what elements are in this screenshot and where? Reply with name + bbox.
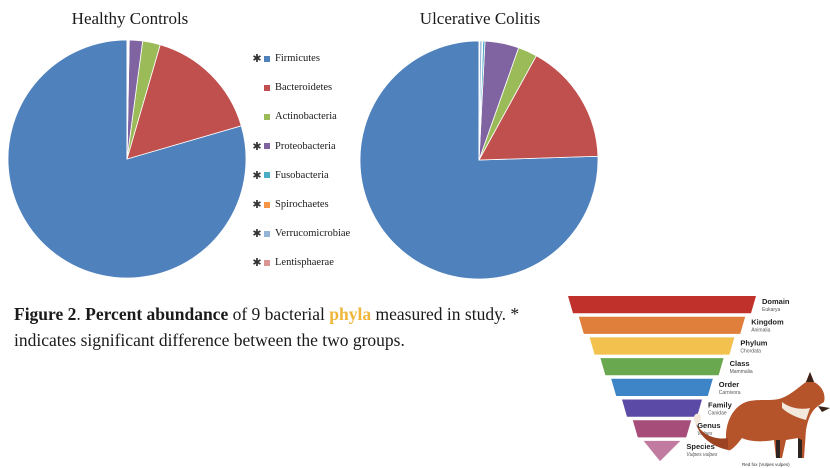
taxonomy-band-class: [600, 358, 724, 376]
legend-label: Verrucomicrobiae: [275, 228, 351, 240]
figure-caption: Figure 2. Percent abundance of 9 bacteri…: [14, 301, 559, 353]
caption-text-2: measured in study. * indicates significa…: [14, 304, 520, 350]
taxonomy-name-label: Vulpes vulpes: [686, 452, 718, 458]
taxonomy-band-domain: [568, 296, 756, 314]
taxonomy-rank-label: Class: [730, 359, 750, 368]
taxonomy-name-label: Mammalia: [730, 369, 753, 375]
significance-star-icon: ✱: [252, 140, 262, 153]
taxonomy-rank-label: Order: [719, 380, 740, 389]
taxonomy-name-label: Canidae: [708, 411, 727, 417]
significance-star-icon: ✱: [252, 228, 262, 241]
taxonomy-rank-label: Family: [708, 401, 733, 410]
taxonomy-band-kingdom: [578, 316, 746, 334]
legend-label: Spirochaetes: [275, 199, 329, 211]
legend-swatch: [264, 259, 270, 266]
legend-item: Actinobacteria: [252, 102, 364, 131]
legend-item: ✱ Fusobacteria: [252, 161, 364, 190]
taxonomy-band-phylum: [589, 337, 735, 355]
healthy-controls-pie: [7, 39, 247, 279]
pie-slice-bacteroidetes: [478, 55, 599, 161]
taxonomy-rank-label: Kingdom: [751, 318, 784, 327]
significance-star-icon: ✱: [252, 169, 262, 182]
legend-label: Proteobacteria: [275, 140, 336, 152]
taxonomy-rank-label: Phylum: [740, 338, 767, 347]
ulcerative-colitis-pie: [359, 40, 599, 280]
legend-swatch: [264, 230, 270, 237]
legend-item: ✱ Spirochaetes: [252, 190, 364, 219]
legend-label: Bacteroidetes: [275, 82, 333, 94]
legend-item: ✱ Proteobacteria: [252, 132, 364, 161]
figure-number: Figure 2: [14, 304, 77, 324]
healthy-controls-title: Healthy Controls: [71, 9, 189, 28]
legend-swatch: [264, 55, 270, 62]
taxonomy-rank-label: Species: [686, 442, 714, 451]
taxonomy-band-family: [622, 399, 702, 417]
taxonomy-band-genus: [632, 420, 692, 438]
taxonomy-name-label: Carnivora: [719, 390, 741, 396]
legend-label: Firmicutes: [275, 53, 320, 65]
taxonomy-rank-label: Genus: [697, 421, 720, 430]
significance-star-icon: ✱: [252, 199, 262, 212]
legend-label: Actinobacteria: [275, 111, 337, 123]
taxonomy-rank-label: Domain: [762, 297, 790, 306]
fox-caption: Red fox (Vulpes vulpes): [742, 462, 790, 467]
taxonomy-name-label: Eukarya: [762, 307, 781, 313]
legend: ✱ Firmicutes Bacteroidetes Actinobacteria ✱ P…: [252, 44, 364, 278]
significance-star-icon: ✱: [252, 257, 262, 270]
caption-dot: .: [76, 304, 86, 324]
legend-item: ✱ Lentisphaerae: [252, 248, 364, 277]
caption-highlight: phyla: [329, 304, 372, 324]
legend-swatch: [264, 201, 270, 208]
legend-item: ✱ Verrucomicrobiae: [252, 219, 364, 248]
legend-swatch: [264, 84, 270, 91]
legend-swatch: [264, 113, 270, 120]
caption-text-1: of 9 bacterial: [228, 304, 330, 324]
legend-item: Bacteroidetes: [252, 73, 364, 102]
taxonomy-name-label: Animalia: [751, 328, 770, 334]
taxonomy-band-order: [611, 378, 713, 396]
ulcerative-colitis-title: Ulcerative Colitis: [419, 9, 541, 28]
caption-bold-text: Percent abundance: [85, 304, 229, 324]
taxonomy-band-species: [643, 440, 681, 462]
significance-star-icon: ✱: [252, 53, 262, 66]
legend-item: ✱ Firmicutes: [252, 44, 364, 73]
pie-slice-bacteroidetes: [126, 44, 242, 160]
legend-label: Fusobacteria: [275, 169, 329, 181]
legend-swatch: [264, 172, 270, 179]
taxonomy-name-label: Chordata: [740, 348, 761, 354]
legend-swatch: [264, 143, 270, 150]
legend-label: Lentisphaerae: [275, 257, 334, 269]
pie-slice-lentisphaerae: [478, 40, 481, 161]
fox-illustration: [693, 372, 830, 458]
